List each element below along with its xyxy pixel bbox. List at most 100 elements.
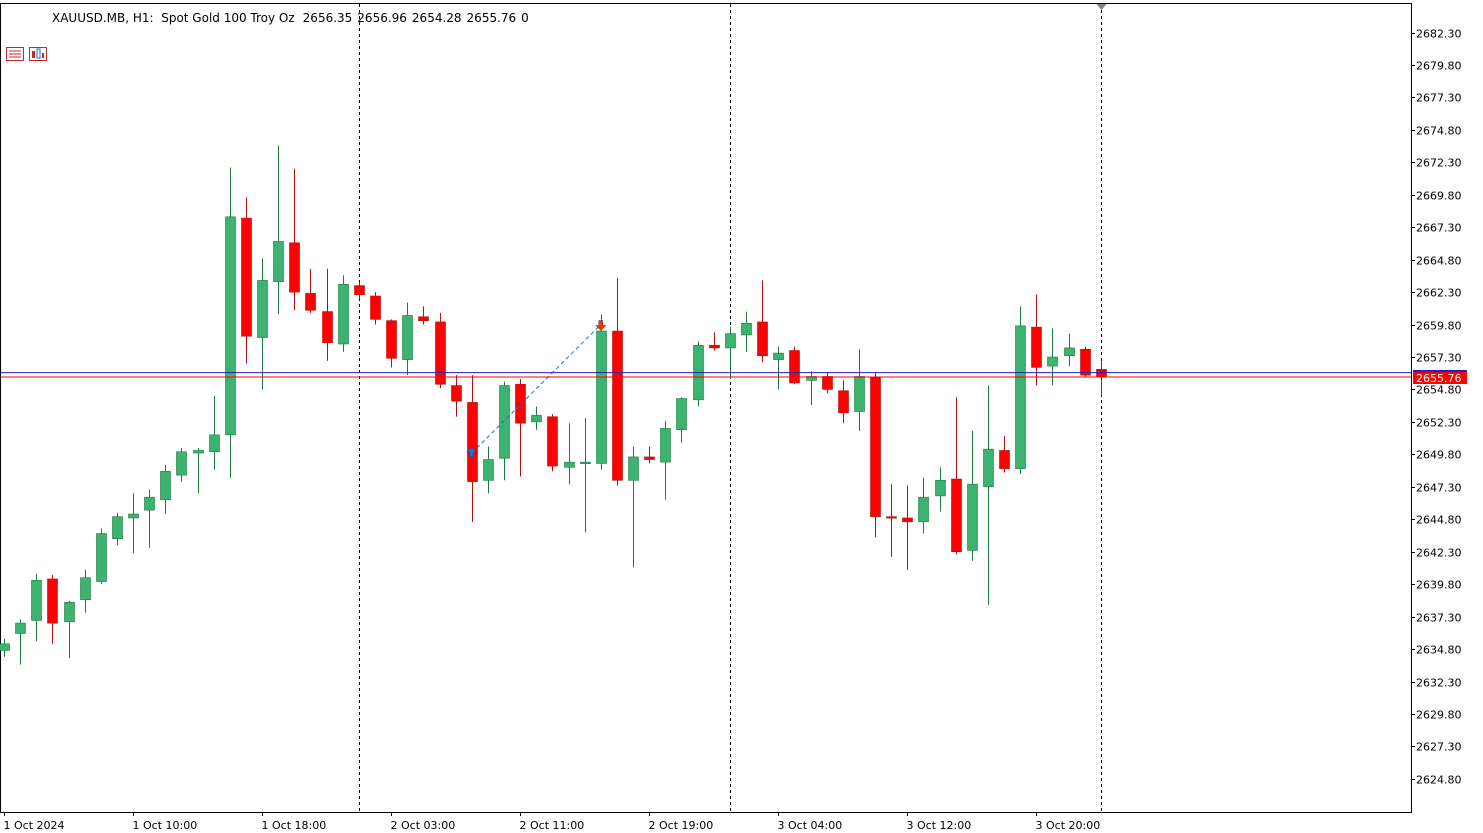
candle	[31, 573, 42, 642]
candle	[741, 311, 752, 352]
time-axis-label: 1 Oct 18:00	[262, 819, 327, 832]
time-axis-label: 3 Oct 20:00	[1036, 819, 1101, 832]
candle-body	[515, 383, 526, 424]
time-axis-label: 3 Oct 04:00	[778, 819, 843, 832]
candle	[47, 575, 58, 644]
candle-body	[822, 376, 833, 390]
candle	[967, 430, 978, 561]
price-axis-label: 2644.80	[1416, 514, 1462, 527]
candle-body	[0, 643, 10, 651]
candle-body	[1031, 326, 1042, 368]
candle	[241, 197, 252, 364]
candle-body	[273, 241, 284, 283]
ohlc-close: 2655.76	[466, 11, 517, 25]
price-axis-label: 2634.80	[1416, 644, 1462, 657]
candle-body	[951, 478, 962, 552]
candle	[515, 379, 526, 477]
buy-arrow-icon	[466, 446, 478, 458]
candle-body	[628, 456, 639, 481]
chart-menu-icon[interactable]	[6, 11, 24, 61]
candle	[322, 268, 333, 361]
ohlc-high: 2656.96	[357, 11, 407, 25]
price-axis-label: 2654.80	[1416, 384, 1462, 397]
ohlc-extra: 0	[521, 11, 529, 25]
candle-body	[1015, 325, 1026, 469]
candle-body	[547, 416, 558, 467]
candle-body	[870, 377, 881, 517]
candle-body	[564, 461, 575, 468]
candle	[935, 467, 946, 512]
current-price-tag	[1413, 371, 1467, 384]
price-axis-label: 2672.30	[1416, 157, 1462, 170]
candle	[902, 485, 913, 570]
candle-body	[322, 311, 333, 344]
price-axis-label: 2647.30	[1416, 482, 1462, 495]
candle-body	[354, 285, 365, 295]
candle-body	[80, 577, 91, 601]
candle	[144, 489, 155, 548]
time-axis-label: 2 Oct 19:00	[649, 819, 714, 832]
candle-body	[999, 450, 1010, 469]
candle	[402, 302, 413, 376]
candle	[644, 446, 655, 464]
candle-body	[370, 295, 381, 320]
trade-line	[471, 324, 602, 454]
candle	[531, 406, 542, 430]
candle-body	[709, 345, 720, 349]
candle	[1064, 333, 1075, 367]
candle	[1080, 346, 1091, 377]
time-axis-label: 2 Oct 03:00	[391, 819, 456, 832]
candle	[628, 446, 639, 568]
candle-body	[596, 330, 607, 464]
sell-arrow-icon	[595, 320, 607, 331]
candle-body	[193, 450, 204, 454]
candle-body	[1047, 356, 1058, 367]
candle	[886, 484, 897, 557]
candle-body	[1096, 369, 1107, 378]
price-axis-label: 2669.80	[1416, 190, 1462, 203]
candle-body	[305, 293, 316, 311]
ohlc-low: 2654.28	[411, 11, 462, 25]
chart-header: XAUUSD.MB, H1: Spot Gold 100 Troy Oz 265…	[6, 9, 534, 61]
time-axis-label: 2 Oct 11:00	[520, 819, 585, 832]
candle	[160, 464, 171, 515]
candle-body	[612, 330, 623, 481]
candle	[822, 372, 833, 394]
candle-body	[64, 602, 75, 623]
candle	[225, 167, 236, 478]
price-axis-label: 2632.30	[1416, 677, 1462, 690]
candle	[725, 327, 736, 380]
plot-frame	[0, 3, 1412, 813]
candle	[612, 277, 623, 486]
candle-body	[531, 415, 542, 423]
chart-type-icon[interactable]	[29, 11, 47, 61]
candle-body	[918, 496, 929, 523]
candle	[773, 346, 784, 390]
candle-body	[1080, 348, 1091, 376]
candle-body	[176, 451, 187, 476]
candle-body	[789, 350, 800, 384]
candle-body	[128, 513, 139, 519]
candle-body	[225, 216, 236, 436]
candle	[870, 372, 881, 538]
ohlc-values: 2656.35 2656.96 2654.28 2655.76 0	[303, 9, 534, 27]
candle-body	[338, 284, 349, 345]
candle-body	[806, 376, 817, 381]
candle-body	[483, 459, 494, 481]
candle	[580, 418, 591, 533]
candle	[64, 601, 75, 659]
candle-body	[144, 496, 155, 511]
candle-body	[773, 352, 784, 360]
candle-body	[289, 242, 300, 293]
candle	[193, 447, 204, 494]
candle	[596, 314, 607, 470]
candle	[0, 638, 10, 657]
candle-body	[435, 321, 446, 385]
price-axis-label: 2659.80	[1416, 320, 1462, 333]
candle-body	[660, 428, 671, 463]
candle-body	[160, 470, 171, 501]
candle	[983, 385, 994, 605]
candle-body	[854, 376, 865, 412]
